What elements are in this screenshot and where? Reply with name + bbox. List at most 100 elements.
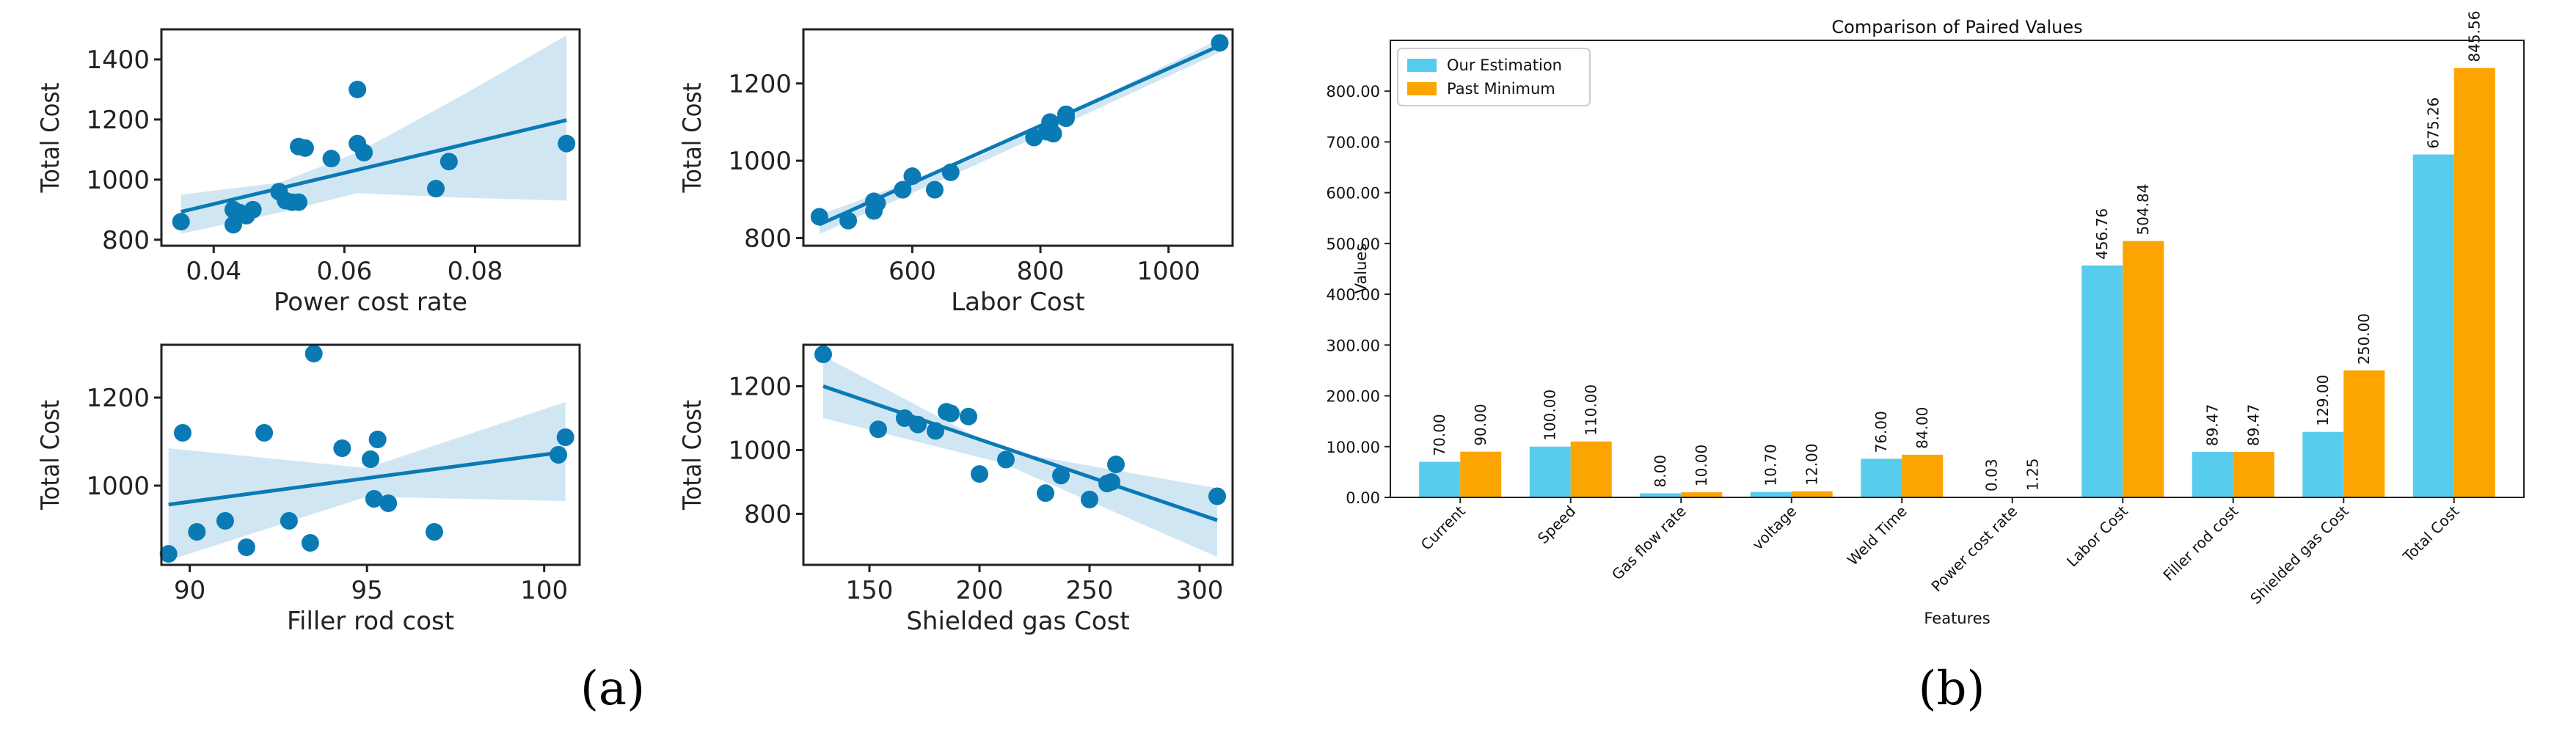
y-tick-label: 1200 — [728, 70, 792, 99]
y-tick-label: 400.00 — [1327, 286, 1380, 304]
bar-past-minimum — [1791, 491, 1833, 497]
scatter-panel-2: 600 800 1000 800 1000 1200 Labor Cost Total Cos… — [678, 28, 1234, 317]
x-tick-label: 1000 — [1136, 257, 1200, 286]
plot-frame — [1390, 40, 2525, 498]
scatter-point — [255, 424, 274, 442]
scatter-point — [896, 409, 913, 427]
x-tick-label: 250 — [1066, 576, 1114, 605]
confidence-band — [823, 356, 1217, 558]
scatter-panel-3: 90 95 100 1000 1200 Filler rod cost Total Cost — [36, 343, 581, 636]
bar-estimation — [1529, 446, 1571, 497]
bar-data-label: 89.47 — [2245, 404, 2263, 446]
bar-estimation — [1750, 492, 1792, 497]
plot-frame — [802, 343, 1234, 566]
bar-estimation — [2412, 154, 2454, 498]
bar-data-label: 10.70 — [1762, 444, 1780, 486]
y-tick-label: 1400 — [86, 45, 150, 75]
bar-past-minimum — [1681, 492, 1723, 497]
y-tick-label: 800.00 — [1327, 83, 1380, 101]
bar-data-label: 845.56 — [2466, 11, 2484, 62]
bar-estimation — [1640, 493, 1682, 497]
bar-data-label: 110.00 — [1583, 384, 1600, 436]
bar-chart: Comparison of Paired Values 0.00 100.00 200… — [1327, 11, 2525, 627]
bar-data-label: 8.00 — [1652, 455, 1669, 488]
scatter-panel-1: 0.04 0.06 0.08 800 1000 1200 1400 Power cost ra… — [36, 28, 581, 317]
bar-estimation — [2081, 265, 2123, 497]
confidence-band — [168, 402, 566, 560]
bar-past-minimum — [2343, 370, 2385, 497]
regression-line — [818, 43, 1221, 227]
x-tick-label: Gas flow rate — [1608, 503, 1690, 584]
scatter-point — [1057, 105, 1075, 123]
y-tick-label: 0.00 — [1346, 489, 1380, 507]
scatter-point — [362, 450, 379, 468]
y-tick-label: 1000 — [728, 147, 792, 176]
x-tick-label: 0.08 — [448, 257, 503, 286]
scatter-point — [942, 404, 960, 423]
regression-line — [822, 384, 1218, 522]
scatter-point — [280, 512, 298, 530]
y-tick-label: 1000 — [86, 166, 150, 195]
y-tick-label: 700.00 — [1327, 134, 1380, 151]
scatter-point — [368, 431, 387, 448]
scatter-point — [427, 180, 445, 198]
chart-title: Comparison of Paired Values — [1831, 17, 2082, 37]
scatter-point — [810, 208, 828, 226]
bar-past-minimum — [1460, 451, 1502, 497]
scatter-point — [349, 80, 367, 98]
scatter-point — [159, 545, 178, 563]
scatter-point — [558, 134, 576, 153]
bar-data-label: 456.76 — [2093, 208, 2111, 260]
scatter-point — [425, 523, 443, 541]
plot-frame — [160, 28, 581, 247]
bar-data-label: 76.00 — [1872, 411, 1890, 453]
scatter-point — [244, 200, 262, 219]
scatter-point — [296, 139, 314, 157]
scatter-point — [868, 194, 886, 213]
bar-data-label: 90.00 — [1472, 403, 1489, 445]
x-tick-label: 200 — [956, 576, 1004, 605]
bar-past-minimum — [2123, 241, 2164, 497]
y-tick-label: 500.00 — [1327, 235, 1380, 253]
scatter-point — [237, 538, 255, 556]
scatter-point — [550, 446, 568, 464]
legend-box — [1397, 48, 1591, 106]
bar-past-minimum — [2453, 67, 2495, 498]
bar-data-label: 129.00 — [2314, 375, 2332, 426]
scatter-point — [322, 150, 340, 168]
x-tick-label: 0.04 — [186, 257, 241, 286]
scatter-point — [1037, 484, 1054, 503]
scatter-point — [304, 345, 323, 362]
bar-data-label: 12.00 — [1803, 443, 1821, 485]
legend-swatch — [1407, 82, 1437, 95]
y-tick-label: 1000 — [728, 436, 792, 465]
y-axis-label: Total Cost — [36, 400, 65, 511]
scatter-point — [1052, 467, 1070, 485]
y-tick-label: 200.00 — [1327, 388, 1380, 406]
y-tick-label: 800 — [744, 500, 792, 529]
x-tick-label: Power cost rate — [1927, 503, 2021, 596]
x-tick-label: Current — [1417, 502, 1469, 553]
bar-data-label: 0.03 — [1983, 458, 2001, 492]
y-tick-label: 100.00 — [1327, 439, 1380, 456]
bar-past-minimum — [1570, 441, 1612, 497]
scatter-point — [188, 523, 206, 541]
scatter-point — [814, 346, 832, 364]
scatter-point — [1081, 490, 1098, 508]
scatter-point — [290, 193, 308, 211]
x-tick-label: 800 — [1017, 257, 1065, 286]
y-tick-label: 1200 — [86, 106, 150, 135]
scatter-point — [903, 167, 922, 186]
x-tick-label: Speed — [1534, 503, 1579, 547]
scatter-point — [894, 180, 912, 199]
plot-frame — [802, 28, 1234, 247]
x-tick-label: Shielded gas Cost — [2247, 502, 2352, 607]
scatter-point — [1208, 487, 1226, 505]
scatter-point — [909, 415, 927, 434]
x-axis-label: Filler rod cost — [287, 607, 454, 636]
regression-line — [180, 118, 567, 214]
scatter-point — [439, 153, 458, 171]
bar-data-label: 675.26 — [2425, 98, 2442, 149]
legend-swatch — [1407, 59, 1437, 72]
y-axis-label: Values — [1352, 244, 1370, 294]
